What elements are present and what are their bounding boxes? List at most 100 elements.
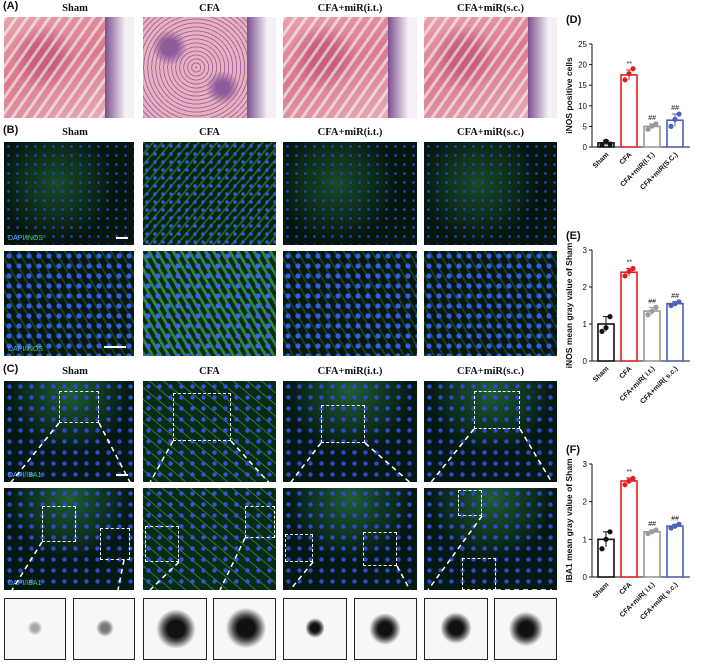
- x-tick-label: CFA: [619, 365, 634, 380]
- y-tick-label: 5: [583, 122, 588, 131]
- bar: [620, 480, 638, 578]
- iba1-mid-mir-sc: [424, 488, 557, 590]
- y-tick-label: 1: [583, 535, 588, 544]
- iba1-low-mir-it: [283, 381, 417, 482]
- y-axis-label: IBA1 mean gray value of Sham: [564, 458, 574, 583]
- iba1-mid-sham: DAPI/IBA1: [4, 488, 134, 590]
- bar: [643, 531, 661, 578]
- significance-mark: ##: [671, 293, 679, 300]
- col-title-c-cfa: CFA: [199, 366, 220, 377]
- y-tick-label: 0: [583, 143, 588, 152]
- inos-low-cfa: [143, 142, 276, 245]
- panel-label-d: (D): [566, 14, 582, 26]
- y-tick-label: 2: [583, 283, 588, 292]
- data-point: [622, 482, 628, 488]
- col-title-a-cfa: CFA: [199, 3, 220, 14]
- chart-f-iba1-gray-value: 0 1 2 3 IBA1 mean gray value of Sham Sham ** CF…: [564, 458, 690, 621]
- he-image-mir-sc: [424, 17, 557, 118]
- significance-mark: **: [626, 469, 632, 476]
- y-tick-label: 0: [583, 357, 588, 366]
- y-axis-label: iNOS mean gray value of Sham: [564, 242, 574, 368]
- data-point: [676, 521, 682, 527]
- x-tick-label: CFA: [619, 581, 634, 596]
- iba1-low-mir-sc: [424, 381, 557, 482]
- data-point: [672, 301, 678, 307]
- x-tick-label: Sham: [592, 581, 610, 599]
- data-point: [676, 111, 682, 117]
- y-tick-label: 20: [578, 61, 587, 70]
- he-image-cfa: [143, 17, 276, 118]
- col-title-a-mir-sc: CFA+miR(s.c.): [456, 3, 525, 14]
- inos-high-mir-it: [283, 251, 417, 356]
- col-title-c-mir-sc: CFA+miR(s.c.): [456, 366, 525, 377]
- data-point: [599, 328, 605, 334]
- data-point: [649, 123, 655, 129]
- data-point: [645, 531, 651, 537]
- significance-mark: ##: [648, 521, 656, 528]
- iba1-zoom-mir-sc-2: [494, 598, 557, 660]
- data-point: [626, 71, 632, 77]
- chart-e-inos-gray-value: 0 1 2 3 iNOS mean gray value of Sham Sham ** CF…: [564, 242, 690, 405]
- iba1-zoom-mir-it-2: [354, 598, 417, 660]
- data-point: [668, 525, 674, 531]
- iba1-zoom-cfa-1: [143, 598, 207, 660]
- data-point: [599, 142, 605, 148]
- data-point: [668, 302, 674, 309]
- data-point: [668, 123, 674, 129]
- scale-bar: [104, 346, 126, 348]
- data-point: [607, 141, 613, 147]
- y-tick-label: 3: [583, 460, 588, 469]
- iba1-zoom-mir-sc-1: [424, 598, 488, 660]
- data-point: [649, 529, 655, 535]
- data-point: [676, 299, 682, 305]
- y-axis-label: iNOS positive cells: [564, 57, 574, 134]
- y-tick-label: 10: [578, 102, 587, 111]
- he-image-sham: [4, 17, 134, 118]
- bar: [620, 271, 638, 362]
- data-point: [626, 268, 632, 275]
- data-point: [653, 121, 659, 127]
- significance-mark: ##: [671, 105, 679, 112]
- bar: [620, 74, 638, 148]
- iba1-zoom-sham-1: [4, 598, 66, 660]
- iba1-mid-cfa: [143, 488, 276, 590]
- data-point: [603, 536, 609, 542]
- iba1-low-sham: DAPI/IBA1: [4, 381, 134, 482]
- chart-d-inos-positive-cells: 0 5 10 15 20 25 iNOS positive cells Sham ** CFA ##…: [564, 40, 690, 191]
- panel-label-f: (F): [566, 444, 581, 456]
- data-point: [653, 304, 659, 310]
- y-tick-label: 25: [578, 40, 587, 49]
- x-tick-label: Sham: [592, 151, 610, 169]
- data-point: [603, 325, 609, 331]
- bar: [666, 525, 684, 578]
- inos-high-sham: DAPI/iNOS: [4, 251, 134, 356]
- significance-mark: ##: [648, 298, 656, 305]
- col-title-a-mir-it: CFA+miR(i.t.): [317, 3, 383, 14]
- data-point: [622, 273, 628, 279]
- iba1-zoom-sham-2: [73, 598, 135, 660]
- data-point: [622, 77, 628, 83]
- col-title-c-mir-it: CFA+miR(i.t.): [317, 366, 383, 377]
- inos-low-mir-it: [283, 142, 417, 245]
- significance-mark: **: [626, 61, 632, 68]
- inos-high-mir-sc: [424, 251, 557, 356]
- panel-label-e: (E): [566, 230, 581, 242]
- data-point: [630, 475, 636, 481]
- scale-bar: [116, 237, 128, 239]
- x-tick-label: Sham: [592, 365, 610, 383]
- y-tick-label: 2: [583, 498, 588, 507]
- data-point: [630, 66, 636, 72]
- col-title-a-sham: Sham: [62, 3, 88, 14]
- data-point: [603, 138, 609, 144]
- data-point: [649, 308, 655, 314]
- y-tick-label: 1: [583, 320, 588, 329]
- col-title-c-sham: Sham: [62, 366, 88, 377]
- bar: [666, 302, 684, 362]
- y-tick-label: 15: [578, 81, 587, 90]
- panel-label-b: (B): [3, 124, 19, 136]
- panel-label-c: (C): [3, 363, 19, 375]
- col-title-b-sham: Sham: [62, 127, 88, 138]
- data-point: [672, 523, 678, 529]
- data-point: [626, 478, 632, 484]
